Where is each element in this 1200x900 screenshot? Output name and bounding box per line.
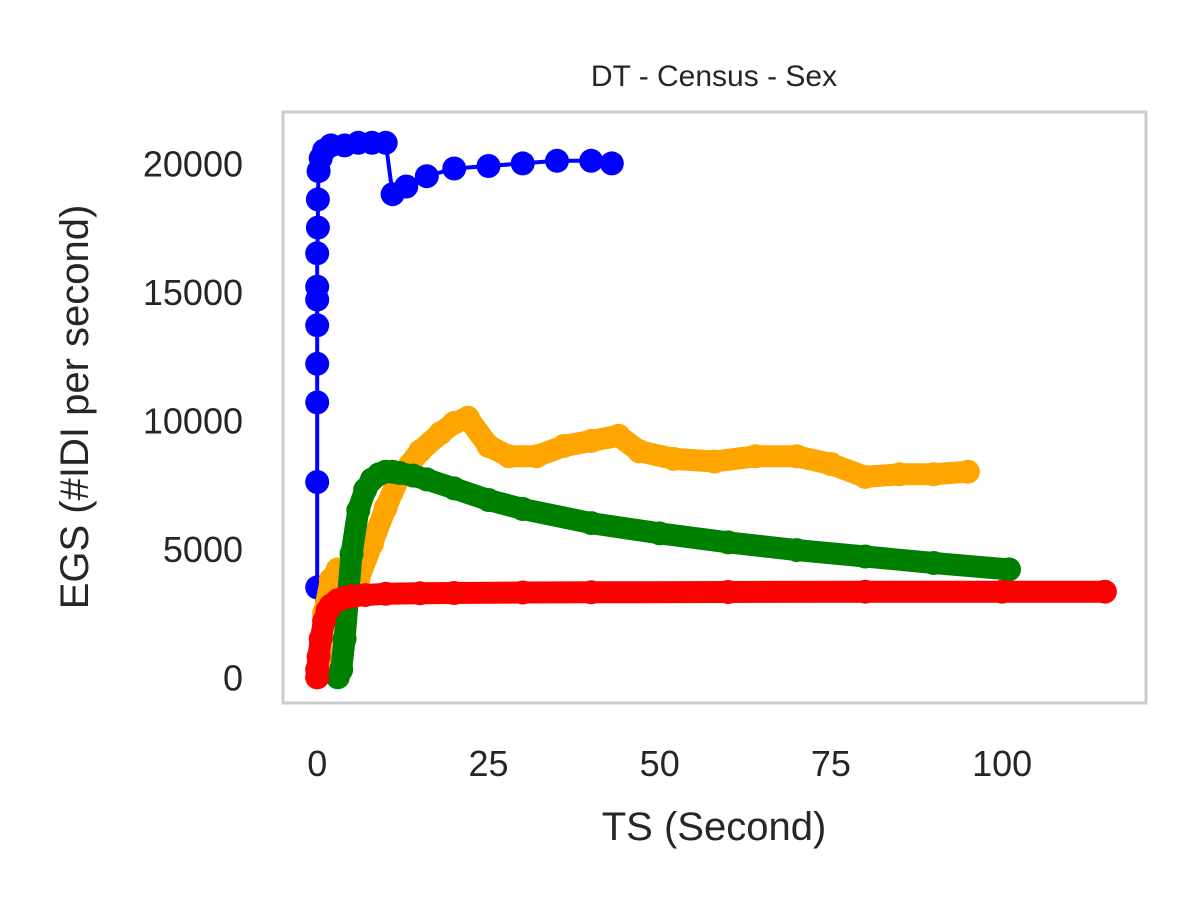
series-0-point <box>476 154 501 178</box>
series-2-line <box>335 469 1010 679</box>
series-3-point <box>408 581 432 606</box>
series-3-point <box>308 626 333 651</box>
series-0-point <box>394 174 419 199</box>
series-1-point <box>476 434 501 458</box>
series-2-point <box>346 498 371 523</box>
series-3-point <box>1092 579 1117 604</box>
series-3-point <box>442 581 467 605</box>
series-3 <box>305 579 1117 690</box>
y-axis-ticks: 0 5000 10000 15000 20000 <box>143 143 243 698</box>
series-1-point <box>497 444 521 469</box>
series-3-point <box>510 580 535 605</box>
series-3-point <box>853 579 878 604</box>
y-tick-label: 20000 <box>143 143 243 184</box>
x-tick-label: 25 <box>468 743 508 784</box>
series-1-point <box>661 446 686 471</box>
series-2-point <box>476 488 501 512</box>
series-2-point <box>853 544 878 569</box>
x-axis-label: TS (Second) <box>602 805 827 849</box>
series-2-point <box>442 476 467 501</box>
y-tick-label: 15000 <box>143 272 243 313</box>
series-2-point <box>647 521 672 546</box>
series-0-point <box>305 215 330 240</box>
series-1-point <box>853 464 878 489</box>
series-0-point <box>442 156 467 181</box>
series-1-point <box>743 444 768 469</box>
series-2-point <box>716 530 741 555</box>
series-1-point <box>784 444 809 469</box>
series-1-point <box>702 449 727 474</box>
series-3-point <box>990 579 1015 604</box>
series-0-point <box>579 148 604 173</box>
series-2-point <box>784 538 809 563</box>
series-1-point <box>551 434 576 458</box>
plot-area <box>305 130 1117 690</box>
series-0-point <box>305 241 330 266</box>
x-tick-label: 75 <box>811 743 851 784</box>
y-tick-label: 5000 <box>163 529 243 570</box>
series-1-point <box>579 428 604 453</box>
series-0-point <box>545 148 569 173</box>
series-3-point <box>579 580 604 605</box>
x-tick-label: 0 <box>307 743 327 784</box>
series-1-point <box>818 452 843 476</box>
series-3-point <box>716 580 741 604</box>
series-2-point <box>921 551 946 575</box>
series-0-point <box>510 151 535 176</box>
x-tick-label: 50 <box>640 743 680 784</box>
series-1-point <box>606 423 631 448</box>
series-2-point <box>332 626 357 651</box>
series-1-point <box>455 405 480 430</box>
series-1-point <box>627 439 652 464</box>
series-0-point <box>599 151 624 176</box>
series-2 <box>325 459 1021 690</box>
series-3-point <box>353 583 378 608</box>
series-1-point <box>921 462 946 487</box>
plot-frame <box>281 110 1148 705</box>
series-3-band <box>306 580 1116 689</box>
series-3-point <box>373 581 398 606</box>
series-2-point <box>997 557 1021 582</box>
series-1-point <box>373 495 398 520</box>
series-2-point <box>414 467 439 492</box>
y-axis-label: EGS (#IDI per second) <box>53 205 97 610</box>
series-0-point <box>373 130 398 155</box>
series-2-point <box>329 657 354 682</box>
series-0-point <box>305 187 330 212</box>
x-axis-ticks: 0 25 50 75 100 <box>307 743 1032 784</box>
chart-title: DT - Census - Sex <box>591 60 837 93</box>
series-1-point <box>408 439 432 464</box>
series-0-point <box>305 390 330 415</box>
series-0 <box>305 130 624 690</box>
x-tick-label: 100 <box>972 743 1032 784</box>
series-1-point <box>955 459 980 484</box>
y-tick-label: 0 <box>223 657 243 698</box>
series-0-point <box>414 164 439 189</box>
series-0-point <box>305 351 330 376</box>
series-0-point <box>305 470 330 494</box>
series-2-band <box>326 460 1020 689</box>
series-1-point <box>887 462 912 487</box>
series-1-point <box>524 444 549 469</box>
series-0-point <box>305 274 330 299</box>
series-1-point <box>360 531 384 556</box>
series-0-point <box>305 313 330 338</box>
series-3-line <box>315 589 1105 678</box>
series-2-point <box>510 497 535 521</box>
series-3-point <box>306 644 331 669</box>
series-2-point <box>339 542 364 566</box>
series-2-point <box>579 511 604 536</box>
y-tick-label: 10000 <box>143 400 243 441</box>
